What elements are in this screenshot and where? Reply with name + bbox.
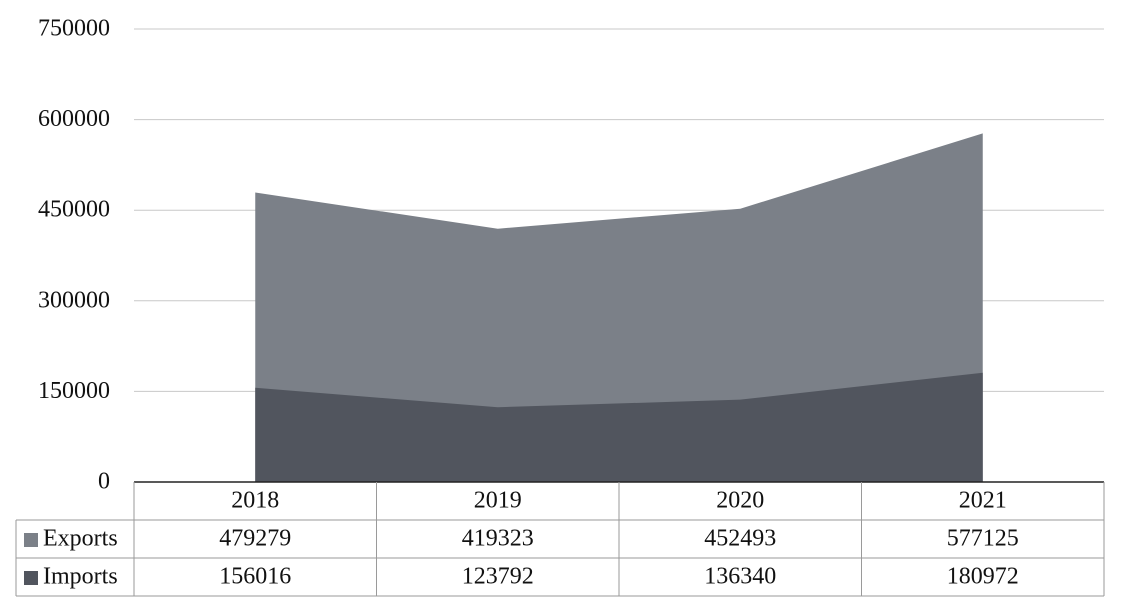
y-tick-label: 0	[98, 469, 110, 495]
y-tick-label: 600000	[38, 106, 110, 132]
legend-label: Exports	[43, 526, 118, 552]
y-tick-label: 750000	[38, 16, 110, 42]
y-tick-label: 450000	[38, 197, 110, 223]
x-tick-label: 2020	[716, 488, 764, 514]
data-table-cell: 156016	[219, 564, 291, 590]
x-tick-label: 2019	[474, 488, 522, 514]
data-table-cell: 419323	[462, 526, 534, 552]
legend-key-exports	[24, 533, 38, 547]
data-table-cell: 123792	[462, 564, 534, 590]
x-tick-label: 2018	[231, 488, 279, 514]
data-table-cell: 180972	[947, 564, 1019, 590]
data-table-cell: 577125	[947, 526, 1019, 552]
legend-label: Imports	[43, 564, 118, 590]
y-tick-label: 150000	[38, 378, 110, 404]
data-table-cell: 136340	[704, 564, 776, 590]
legend-key-imports	[24, 571, 38, 585]
y-tick-label: 300000	[38, 287, 110, 313]
data-table-cell: 452493	[704, 526, 776, 552]
x-tick-label: 2021	[959, 488, 1007, 514]
data-table-cell: 479279	[219, 526, 291, 552]
area-imports	[255, 372, 983, 482]
